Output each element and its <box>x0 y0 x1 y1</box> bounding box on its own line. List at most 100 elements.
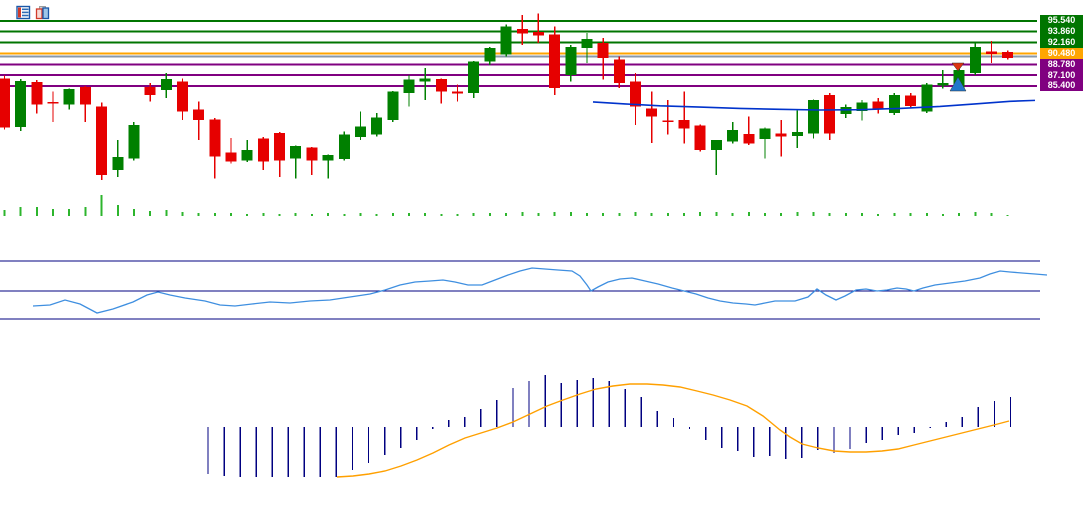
candle <box>710 139 722 176</box>
oscillator-panel <box>0 260 1048 320</box>
moving-average <box>592 99 1036 111</box>
volume-bar <box>780 213 783 216</box>
candle <box>840 104 852 119</box>
chart-pages-button[interactable] <box>35 5 50 20</box>
candle-body <box>565 46 577 76</box>
volume-bar <box>278 214 281 216</box>
volume-bar <box>35 207 38 216</box>
candle <box>290 145 302 179</box>
candle <box>743 116 755 145</box>
candle-body <box>1002 51 1014 58</box>
candle <box>985 41 997 63</box>
volume-bar <box>294 213 297 216</box>
candle <box>176 78 188 120</box>
candle <box>31 80 43 114</box>
candle <box>257 137 269 170</box>
candle-body <box>985 51 997 54</box>
candle-body <box>290 146 302 159</box>
candle-body <box>371 117 383 135</box>
volume-bar <box>1006 215 1009 216</box>
volume-bar <box>618 213 621 216</box>
candle-body <box>646 108 658 117</box>
volume-bar <box>650 213 653 216</box>
candle-body <box>274 132 286 161</box>
candle <box>193 101 205 140</box>
candle <box>128 121 140 161</box>
candle-body <box>549 34 561 88</box>
volume-bar <box>796 212 799 216</box>
volume-bar <box>343 214 346 216</box>
candle <box>387 91 399 122</box>
sell-arrow <box>951 62 965 72</box>
candle-body <box>905 95 917 106</box>
candle <box>613 56 625 88</box>
candle-body <box>435 78 447 92</box>
candle-body <box>694 125 706 151</box>
candle-body <box>888 94 900 113</box>
candle-body <box>241 150 253 161</box>
candle <box>727 121 739 144</box>
candle-body <box>872 101 884 110</box>
candle <box>969 43 981 76</box>
volume-series <box>3 195 1009 216</box>
candle <box>905 93 917 109</box>
candle-body <box>306 147 318 161</box>
volume-bar <box>359 213 362 216</box>
volume-bar <box>472 213 475 216</box>
candle <box>888 93 900 115</box>
volume-bar <box>213 213 216 216</box>
candle-body <box>79 87 91 105</box>
candle-body <box>47 101 59 104</box>
candle <box>484 46 496 65</box>
candle-body <box>338 134 350 160</box>
candle <box>0 75 10 130</box>
volume-bar <box>116 205 119 216</box>
candle-body <box>225 152 237 162</box>
volume-bar <box>699 212 702 216</box>
candle <box>759 127 771 159</box>
candle-body <box>710 139 722 151</box>
volume-bar <box>132 209 135 216</box>
data-table-button[interactable] <box>16 5 31 20</box>
volume-bar <box>165 210 168 216</box>
candle <box>160 73 172 99</box>
candle <box>581 32 593 63</box>
volume-bar <box>375 214 378 216</box>
candle <box>549 26 561 95</box>
candle <box>791 110 803 149</box>
data-table-icon <box>16 5 31 20</box>
candle-body <box>160 78 172 90</box>
volume-bar <box>424 213 427 216</box>
volume-bar <box>19 207 22 216</box>
candle-body <box>937 82 949 86</box>
candle <box>274 132 286 177</box>
volume-bar <box>958 213 961 216</box>
candle-body <box>613 59 625 83</box>
candle-body <box>969 46 981 74</box>
candle <box>209 118 221 179</box>
volume-bar <box>537 213 540 216</box>
candle <box>565 44 577 82</box>
candle-body <box>176 81 188 112</box>
volume-bar <box>941 214 944 216</box>
candle-body <box>532 32 544 36</box>
volume-bar <box>246 214 249 216</box>
candle <box>694 124 706 152</box>
volume-bar <box>715 212 718 216</box>
volume-bar <box>149 211 152 216</box>
volume-bar <box>100 195 103 216</box>
candle-body <box>484 48 496 62</box>
candle <box>96 102 108 181</box>
volume-bar <box>925 213 928 216</box>
candle-body <box>128 125 140 159</box>
volume-bar <box>763 213 766 216</box>
candle-body <box>96 106 108 176</box>
candle-body <box>840 107 852 115</box>
candle-body <box>31 82 43 105</box>
candle-body <box>743 134 755 144</box>
candle-body <box>387 91 399 120</box>
candle <box>532 13 544 44</box>
volume-bar <box>812 212 815 216</box>
